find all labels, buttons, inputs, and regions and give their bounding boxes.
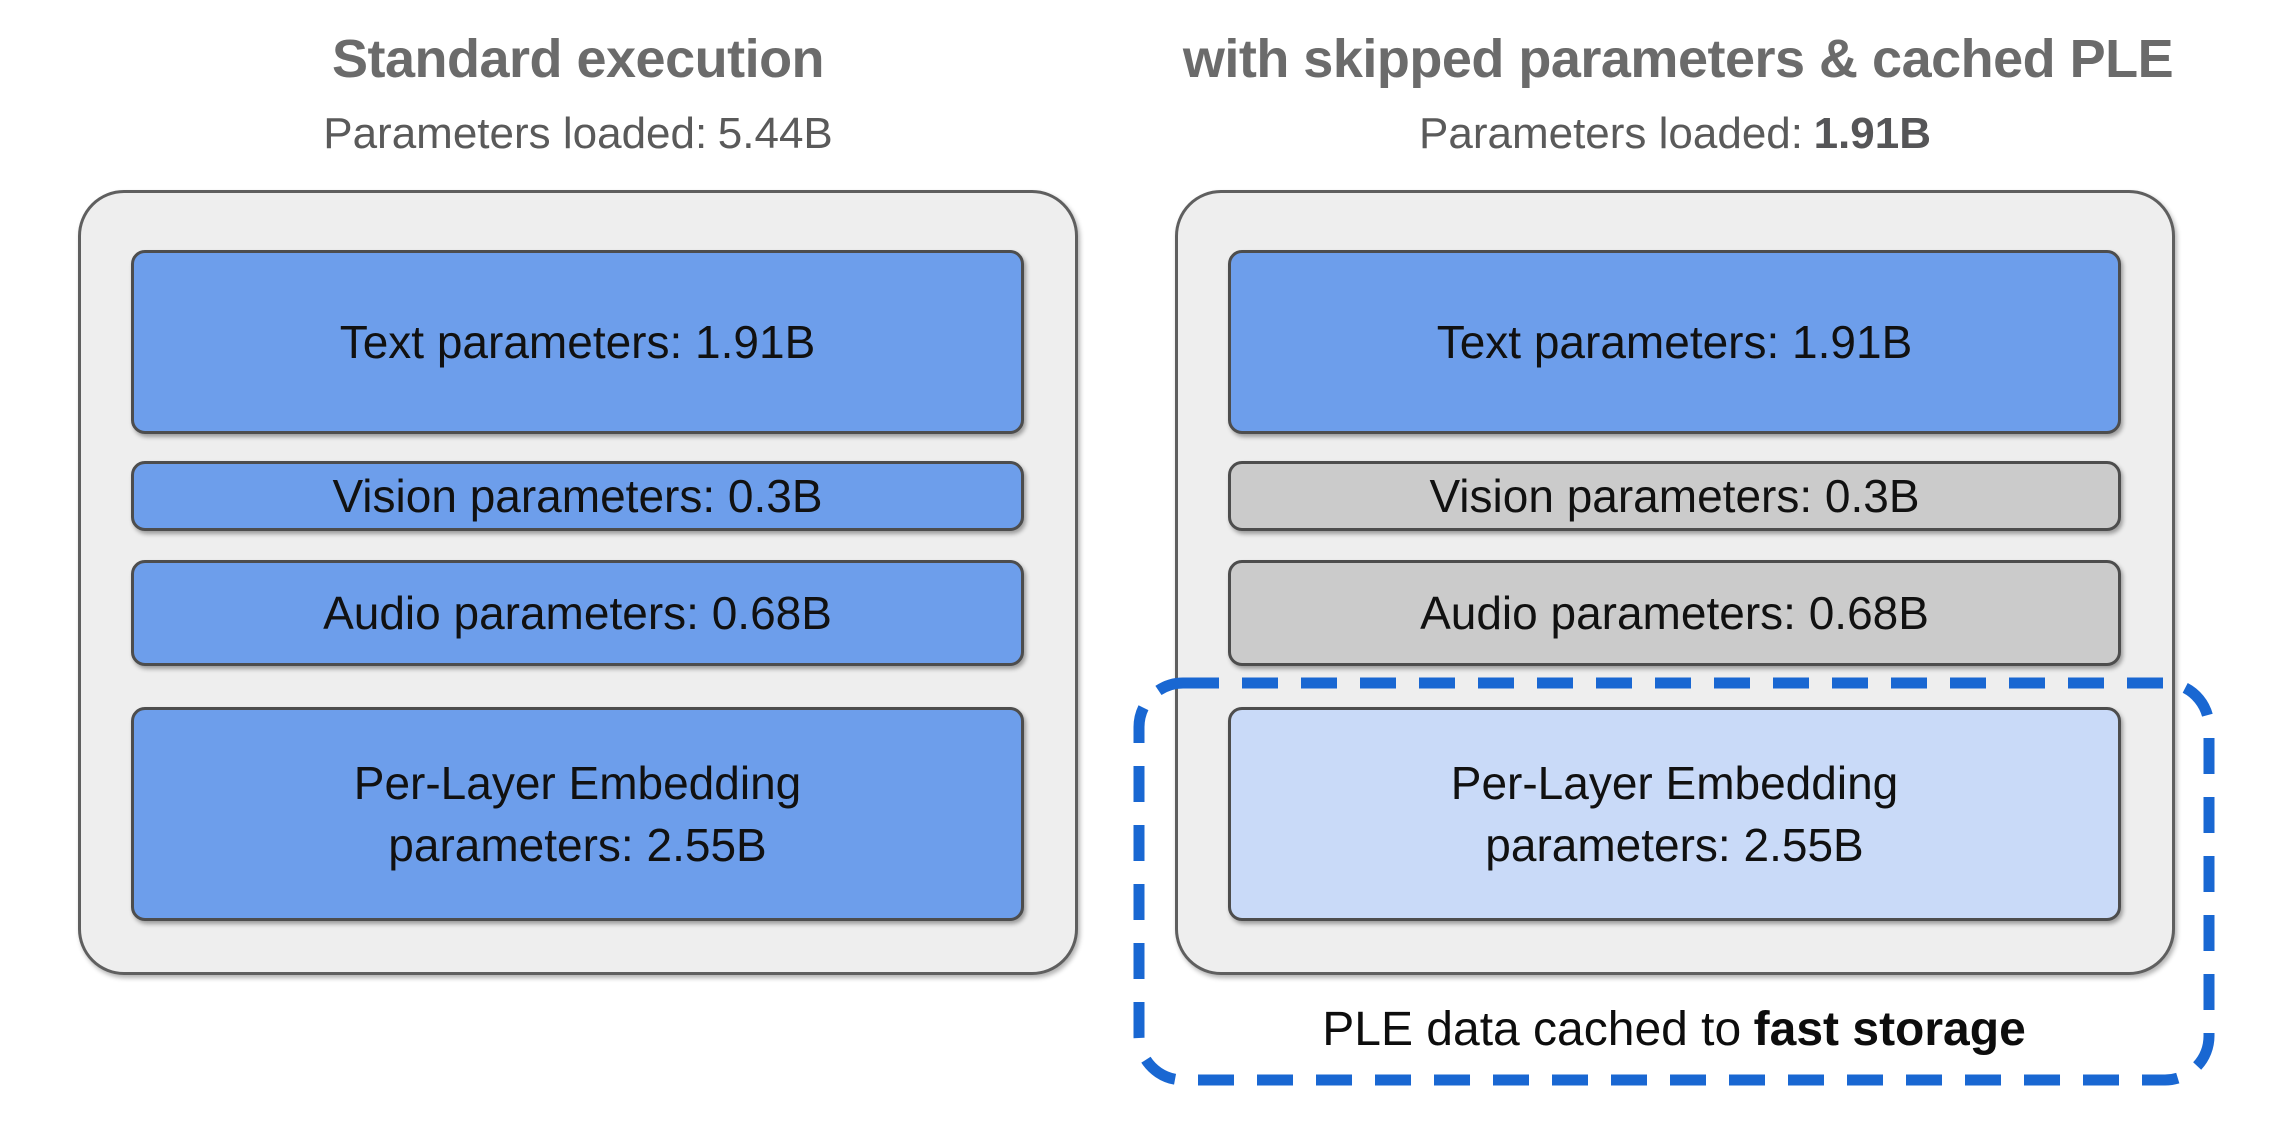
standard-ple-parameters-line2: parameters: 2.55B [388, 819, 767, 871]
standard-audio-parameters-box: Audio parameters: 0.68B [131, 560, 1024, 666]
optimized-subtitle-value: 1.91B [1813, 109, 1931, 158]
optimized-audio-parameters-box-skipped: Audio parameters: 0.68B [1228, 560, 2121, 666]
standard-vision-parameters-label: Vision parameters: 0.3B [332, 470, 823, 522]
standard-text-parameters-label: Text parameters: 1.91B [339, 316, 816, 368]
optimized-ple-parameters-box-cached: Per-Layer Embedding parameters: 2.55B [1228, 707, 2121, 921]
ple-cache-caption-prefix: PLE data cached to [1322, 1003, 1742, 1056]
standard-subtitle-value: 5.44B [717, 109, 833, 158]
optimized-ple-parameters-line2: parameters: 2.55B [1485, 819, 1864, 871]
standard-model-container: Text parameters: 1.91B Vision parameters… [78, 190, 1078, 975]
standard-text-parameters-box: Text parameters: 1.91B [131, 250, 1024, 434]
standard-vision-parameters-box: Vision parameters: 0.3B [131, 461, 1024, 531]
standard-subtitle-label: Parameters loaded: [323, 109, 708, 158]
optimized-ple-parameters-line1: Per-Layer Embedding [1450, 757, 1899, 809]
optimized-vision-parameters-box-skipped: Vision parameters: 0.3B [1228, 461, 2121, 531]
ple-cache-caption-emphasis: fast storage [1753, 1003, 2026, 1056]
optimized-panel-subtitle: Parameters loaded: 1.91B [1175, 108, 2175, 160]
optimized-text-parameters-label: Text parameters: 1.91B [1436, 316, 1913, 368]
optimized-panel-title: with skipped parameters & cached PLE [1182, 29, 2174, 89]
optimized-model-container: Text parameters: 1.91B Vision parameters… [1175, 190, 2175, 975]
optimized-vision-parameters-label: Vision parameters: 0.3B [1429, 470, 1920, 522]
optimized-text-parameters-box: Text parameters: 1.91B [1228, 250, 2121, 434]
standard-ple-parameters-line1: Per-Layer Embedding [353, 757, 802, 809]
standard-audio-parameters-label: Audio parameters: 0.68B [323, 587, 832, 639]
standard-panel-title: Standard execution [331, 29, 825, 89]
standard-panel-subtitle: Parameters loaded: 5.44B [78, 108, 1078, 160]
ple-cache-caption: PLE data cached to fast storage [1133, 1000, 2215, 1060]
standard-ple-parameters-box: Per-Layer Embedding parameters: 2.55B [131, 707, 1024, 921]
optimized-audio-parameters-label: Audio parameters: 0.68B [1420, 587, 1929, 639]
optimized-subtitle-label: Parameters loaded: [1419, 109, 1804, 158]
